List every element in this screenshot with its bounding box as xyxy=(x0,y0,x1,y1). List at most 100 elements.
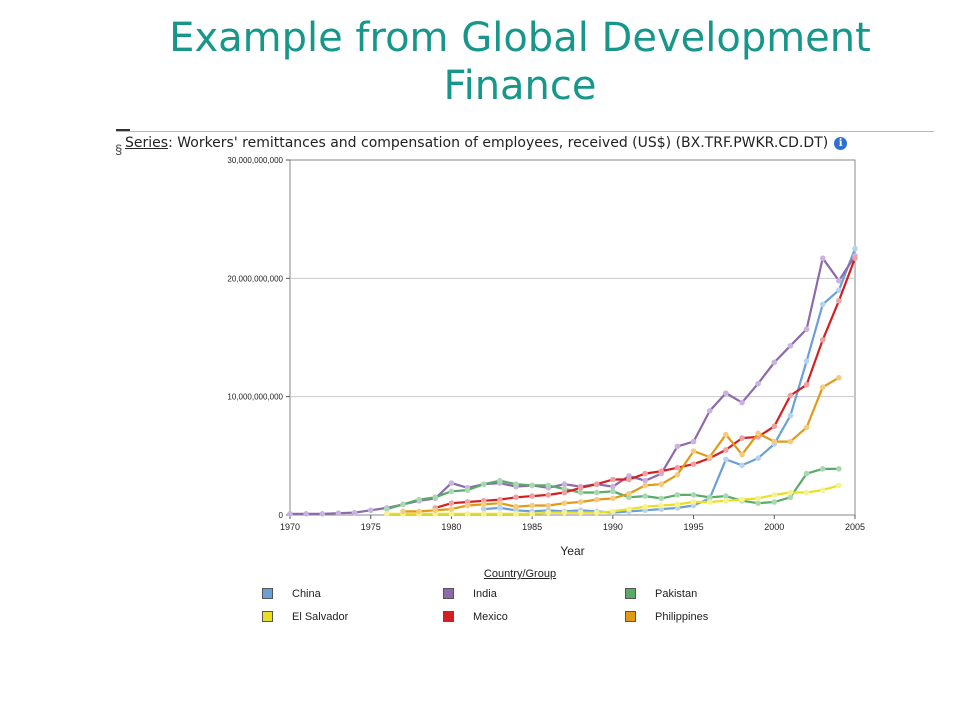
data-point-philippines xyxy=(529,502,535,509)
data-point-india xyxy=(755,380,761,387)
legend-label-mexico: Mexico xyxy=(473,611,508,623)
x-axis-label: Year xyxy=(560,544,584,558)
x-tick-label: 1990 xyxy=(603,522,623,532)
data-point-mexico xyxy=(577,484,584,491)
data-point-el-salvador xyxy=(674,501,681,508)
y-tick-label: 20,000,000,000 xyxy=(227,274,283,283)
data-point-pakistan xyxy=(674,492,681,498)
data-point-el-salvador xyxy=(545,509,552,516)
legend-label-china: China xyxy=(292,588,321,600)
data-point-el-salvador xyxy=(610,508,616,515)
data-point-el-salvador xyxy=(529,511,535,517)
data-point-pakistan xyxy=(480,481,487,488)
data-point-india xyxy=(448,480,455,486)
data-point-pakistan xyxy=(577,489,584,496)
data-point-pakistan xyxy=(593,489,600,496)
data-point-el-salvador xyxy=(577,509,584,516)
data-point-india xyxy=(771,359,778,366)
data-point-china xyxy=(497,505,503,511)
data-point-china xyxy=(819,301,826,308)
data-point-el-salvador xyxy=(497,511,503,517)
data-point-philippines xyxy=(416,508,422,515)
slide-title: Example from Global Development Finance xyxy=(0,14,960,110)
data-point-india xyxy=(706,408,713,414)
data-point-el-salvador xyxy=(658,502,665,509)
series-link[interactable]: Series xyxy=(125,135,169,151)
data-point-mexico xyxy=(690,461,697,467)
data-point-philippines xyxy=(755,430,761,437)
data-point-india xyxy=(367,507,374,514)
data-point-mexico xyxy=(448,500,455,506)
legend-title[interactable]: Country/Group xyxy=(483,568,557,580)
legend-swatch-india xyxy=(443,588,454,599)
x-tick-label: 1975 xyxy=(361,522,381,532)
series-text: : Workers' remittances and compensation … xyxy=(168,135,829,151)
data-point-pakistan xyxy=(448,488,455,495)
data-point-pakistan xyxy=(384,506,390,512)
cropped-edge-glyph: § xyxy=(115,142,123,157)
data-point-india xyxy=(739,399,745,406)
data-point-mexico xyxy=(561,489,568,496)
data-point-pakistan xyxy=(545,482,552,489)
data-point-philippines xyxy=(593,496,600,503)
data-point-philippines xyxy=(819,384,826,391)
data-point-el-salvador xyxy=(513,511,519,517)
data-point-india xyxy=(803,326,810,333)
data-point-mexico xyxy=(739,435,745,441)
data-point-mexico xyxy=(529,493,535,499)
data-point-pakistan xyxy=(610,488,616,495)
data-point-pakistan xyxy=(706,494,713,501)
data-point-mexico xyxy=(545,492,552,498)
data-point-el-salvador xyxy=(384,511,390,517)
series-description: Series: Workers' remittances and compens… xyxy=(125,135,848,151)
data-point-pakistan xyxy=(416,496,422,503)
data-point-pakistan xyxy=(464,487,471,493)
data-point-india xyxy=(690,438,697,445)
legend-swatch-china xyxy=(262,588,273,599)
x-tick-label: 2000 xyxy=(764,522,784,532)
data-point-el-salvador xyxy=(561,509,568,516)
x-tick-label: 1995 xyxy=(684,522,704,532)
data-point-mexico xyxy=(658,468,665,475)
data-point-india xyxy=(819,255,826,262)
data-point-pakistan xyxy=(432,494,439,501)
data-point-philippines xyxy=(723,431,729,438)
data-point-china xyxy=(787,412,794,419)
data-point-philippines xyxy=(432,507,439,514)
data-point-india xyxy=(287,511,293,517)
data-point-mexico xyxy=(513,494,519,501)
y-tick-label: 30,000,000,000 xyxy=(227,156,283,165)
x-tick-label: 1980 xyxy=(441,522,461,532)
data-point-el-salvador xyxy=(803,489,810,496)
data-point-mexico xyxy=(723,447,729,453)
data-point-philippines xyxy=(610,495,616,502)
data-point-philippines xyxy=(497,500,503,506)
data-point-el-salvador xyxy=(642,503,648,510)
legend-swatch-philippines xyxy=(625,611,636,622)
data-point-philippines xyxy=(400,508,406,515)
data-point-india xyxy=(351,509,358,516)
data-point-philippines xyxy=(545,502,552,509)
data-point-china xyxy=(836,287,842,293)
data-point-el-salvador xyxy=(480,511,487,517)
data-point-pakistan xyxy=(723,493,729,499)
data-point-philippines xyxy=(771,438,778,445)
x-tick-label: 1970 xyxy=(280,522,300,532)
data-point-philippines xyxy=(739,451,745,458)
data-point-philippines xyxy=(836,374,842,381)
data-point-el-salvador xyxy=(690,499,697,505)
data-point-mexico xyxy=(852,255,858,262)
data-point-india xyxy=(787,342,794,349)
data-point-el-salvador xyxy=(787,489,794,496)
header-divider xyxy=(116,131,934,132)
data-point-el-salvador xyxy=(593,509,600,516)
data-point-india xyxy=(561,481,568,488)
data-point-el-salvador xyxy=(723,498,729,504)
data-point-china xyxy=(480,506,487,512)
info-icon[interactable]: i xyxy=(834,137,848,150)
data-point-pakistan xyxy=(529,482,535,489)
data-point-el-salvador xyxy=(448,511,455,517)
data-point-philippines xyxy=(480,501,487,508)
slide-title-line-1: Example from Global Development xyxy=(169,15,871,61)
